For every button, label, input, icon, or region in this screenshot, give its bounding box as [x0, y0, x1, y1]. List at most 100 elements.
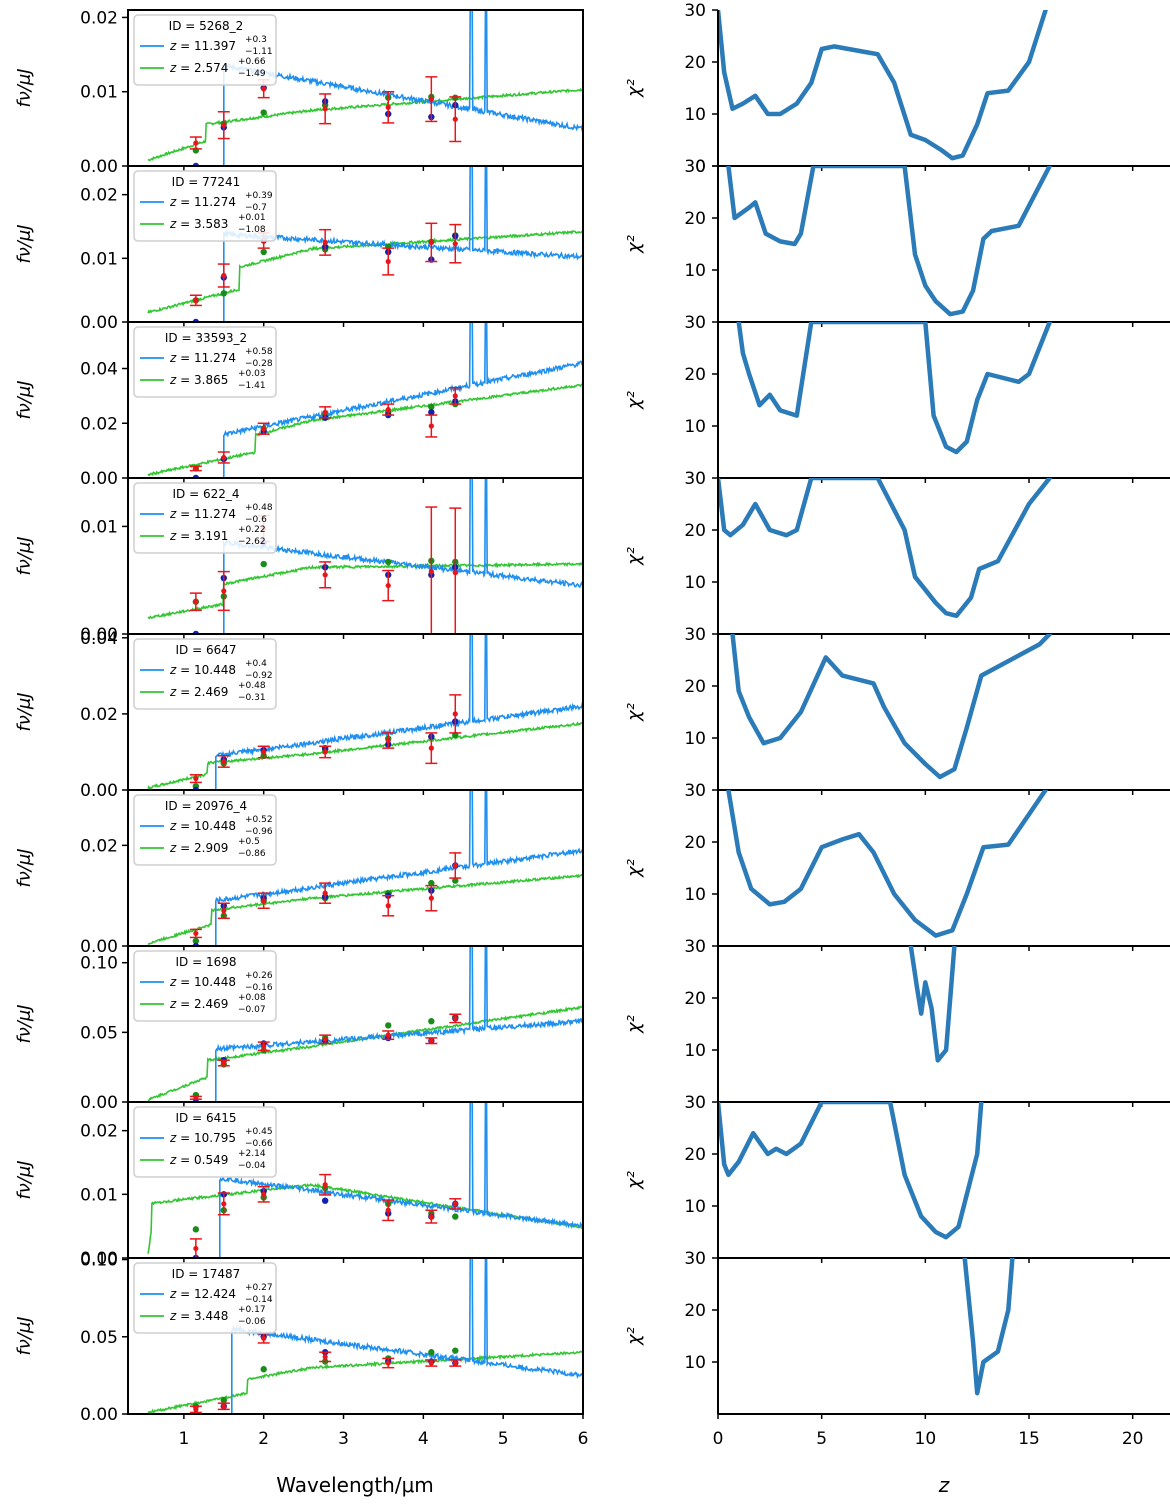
obs-point	[221, 122, 227, 128]
obs-point	[428, 895, 434, 901]
obs-point	[322, 239, 328, 246]
legend-err-up-lz: +0.03	[238, 369, 266, 379]
sed-y-axis-label: fν/μJ	[14, 224, 35, 263]
legend-box	[133, 170, 277, 242]
obs-point	[452, 393, 458, 399]
highz-model-line	[223, 478, 583, 634]
obs-point	[193, 1095, 199, 1101]
legend-err-lo-lz: −0.06	[238, 1317, 266, 1327]
obs-point	[193, 297, 199, 303]
y-tick-label: 0.02	[80, 186, 118, 206]
lowz-model-line	[147, 383, 583, 477]
legend-label-hz: z = 11.274	[169, 195, 236, 209]
legend-err-up-hz: +0.48	[245, 503, 273, 513]
y-tick-label: 0.00	[80, 313, 118, 333]
y-tick-label: 0.00	[80, 469, 118, 489]
chi2-curve	[718, 1102, 984, 1240]
chi2-y-tick-label: 10	[684, 885, 706, 905]
legend-err-lo-hz: −0.66	[245, 1139, 273, 1149]
chi-x-axis-label: z	[938, 1473, 950, 1497]
chi2-panels: 0 10 20 30 χ² 10 20 30 χ² 10 20 30 χ² 10 20 30 χ² 10 20 30 χ…	[624, 1, 1170, 1449]
chi2-panel-3: 10 20 30 χ²	[624, 313, 1170, 483]
chi2-curve	[736, 322, 1052, 455]
chi2-y-tick-label: 10	[684, 1353, 706, 1373]
legend-id: ID = 33593_2	[165, 331, 247, 345]
legend-label-hz: z = 10.795	[169, 1131, 236, 1145]
legend-label-hz: z = 12.424	[169, 1287, 236, 1301]
y-tick-label: 0.00	[80, 625, 118, 645]
legend-label-hz: z = 10.448	[169, 663, 236, 677]
lowz-model-point	[452, 1347, 459, 1354]
legend-err-lo-hz: −0.16	[245, 983, 273, 993]
obs-point	[385, 737, 391, 744]
chi2-y-axis-label: χ²	[624, 1171, 645, 1190]
chi2-y-tick-label: 30	[684, 1093, 706, 1113]
legend-err-lo-hz: −0.92	[245, 671, 273, 681]
highz-model-line	[231, 1258, 583, 1414]
sed-frame	[127, 1257, 584, 1415]
legend: ID = 622_4z = 11.274 +0.48 −0.6 z = 3.191 +0…	[133, 482, 277, 554]
obs-point	[452, 1015, 458, 1022]
legend-err-up-lz: +0.08	[238, 993, 266, 1003]
chi2-y-tick-label: 10	[684, 417, 706, 437]
legend-id: ID = 77241	[172, 175, 241, 189]
lowz-model-point	[220, 1396, 227, 1404]
legend-label-hz: z = 10.448	[169, 819, 236, 833]
obs-point	[322, 1354, 328, 1360]
y-tick-label: 0.05	[80, 1023, 118, 1043]
obs-point	[221, 272, 227, 279]
chi2-y-tick-label: 30	[684, 313, 706, 333]
chi2-panel-2: 10 20 30 χ²	[624, 157, 1170, 327]
legend-err-up-lz: +0.01	[238, 213, 266, 223]
obs-point	[322, 1182, 328, 1188]
lowz-model-point	[428, 1349, 435, 1356]
sed-y-axis-label: fν/μJ	[14, 536, 35, 575]
y-tick-label: 0.01	[80, 83, 118, 103]
chi2-panel-6: 10 20 30 χ²	[624, 781, 1170, 951]
legend-id: ID = 622_4	[172, 487, 239, 501]
y-tick-label: 0.00	[80, 937, 118, 957]
chi2-y-tick-label: 30	[684, 469, 706, 489]
obs-point	[385, 406, 391, 413]
chi2-panel-5: 10 20 30 χ²	[624, 625, 1170, 795]
obs-point	[322, 106, 328, 112]
sed-panel-6: 0.00 0.02 fν/μJ ID = 20976_4z = 10.448 +0.52…	[14, 789, 584, 957]
highz-model-line	[223, 322, 583, 478]
obs-point	[221, 1403, 227, 1409]
obs-point	[221, 588, 227, 594]
legend-id: ID = 1698	[175, 955, 236, 969]
legend: ID = 77241 z = 11.274 +0.39 −0.7 z = 3.583 +0…	[133, 170, 277, 242]
obs-point	[193, 465, 199, 472]
legend-err-up-hz: +0.26	[245, 971, 273, 981]
legend-err-lo-lz: −0.07	[238, 1005, 266, 1015]
lowz-model-point	[260, 560, 267, 568]
y-tick-label: 0.04	[80, 629, 118, 649]
obs-point	[261, 1191, 267, 1197]
y-tick-label: 0.05	[80, 1328, 118, 1348]
legend-err-lo-lz: −2.62	[238, 537, 266, 547]
chi2-curve	[908, 946, 957, 1063]
chi2-y-tick-label: 20	[684, 677, 706, 697]
y-tick-label: 0.00	[80, 1249, 118, 1269]
legend-err-lo-hz: −0.14	[245, 1295, 273, 1305]
chi2-y-tick-label: 10	[684, 1197, 706, 1217]
chi2-y-tick-label: 20	[684, 365, 706, 385]
legend-id: ID = 17487	[172, 1267, 241, 1281]
legend-err-lo-hz: −0.6	[245, 515, 267, 525]
obs-point	[452, 711, 458, 717]
chi2-panel-7: 10 20 30 χ²	[624, 937, 1170, 1107]
chi2-x-tick-label: 5	[816, 1429, 827, 1449]
obs-point	[322, 572, 328, 578]
legend-box	[133, 638, 277, 710]
plot-area	[147, 790, 583, 946]
obs-point	[261, 1043, 267, 1049]
chi2-y-tick-label: 0	[695, 157, 706, 177]
legend-label-lz: z = 0.549	[169, 1153, 228, 1167]
legend-box	[133, 794, 277, 866]
obs-point	[385, 582, 391, 589]
sed-y-axis-label: fν/μJ	[14, 1160, 35, 1199]
y-tick-label: 0.01	[80, 517, 118, 537]
obs-point	[428, 423, 434, 429]
legend-label-lz: z = 3.191	[169, 529, 228, 543]
